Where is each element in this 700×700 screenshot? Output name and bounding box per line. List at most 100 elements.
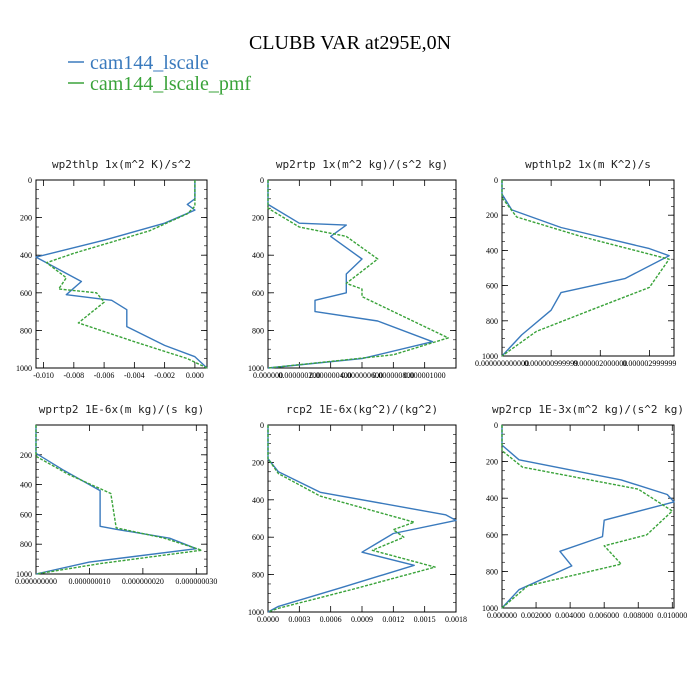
x-tick-label: 0.0000	[257, 615, 279, 624]
panel-title: rcp2 1E-6x(kg^2)/(kg^2)	[286, 403, 438, 416]
panel-1: wp2thlp 1x(m^2 K)/s^202004006008001000-0…	[16, 158, 208, 380]
panel-title: wpthlp2 1x(m K^2)/s	[525, 158, 651, 171]
x-tick-label: 0.0012	[382, 615, 404, 624]
x-tick-label: 0.0003	[288, 615, 310, 624]
x-tick-label: 0.000000999999	[524, 359, 578, 368]
y-tick-label: 1000	[16, 364, 32, 373]
legend: cam144_lscale cam144_lscale_pmf	[68, 52, 251, 95]
series-lscale-pmf	[267, 180, 449, 369]
series-lscale	[35, 425, 198, 575]
plot-frame	[267, 424, 457, 613]
series-lscale	[267, 180, 434, 369]
y-tick-label: 0	[494, 421, 498, 430]
panel-title: wp2rtp 1x(m^2 kg)/(s^2 kg)	[276, 158, 448, 171]
y-tick-label: 600	[486, 282, 498, 291]
legend-label-lscale: cam144_lscale	[90, 52, 209, 74]
y-tick-label: 0	[494, 176, 498, 185]
x-tick-label: 0.008000	[623, 611, 653, 620]
x-tick-label: 0.000000400	[310, 371, 352, 380]
y-tick-label: 400	[20, 481, 32, 490]
x-tick-label: 0.0015	[414, 615, 436, 624]
x-tick-label: -0.006	[94, 371, 115, 380]
y-tick-label: 400	[486, 246, 498, 255]
panel-6: wp2rcp 1E-3x(m^2 kg)/(s^2 kg) 0 200 400 600 8…	[482, 403, 687, 620]
panel-4: wprtp2 1E-6x(m kg)/(s kg) 200 400 600 800 100…	[15, 403, 217, 586]
x-tick-label: 0.000000030	[175, 577, 217, 586]
y-tick-label: 600	[252, 533, 264, 542]
x-tick-label: 0.000000010	[68, 577, 110, 586]
y-tick-label: 600	[20, 510, 32, 519]
figure-title: CLUBB VAR at295E,0N	[249, 32, 451, 54]
x-tick-label: -0.004	[124, 371, 145, 380]
x-tick-label: 0.004000	[555, 611, 585, 620]
series-lscale	[501, 425, 675, 609]
legend-label-lscale-pmf: cam144_lscale_pmf	[90, 73, 251, 95]
x-tick-label: 0.000000	[487, 611, 517, 620]
panel-title: wprtp2 1E-6x(m kg)/(s kg)	[39, 403, 205, 416]
x-tick-label: 0.000001000	[404, 371, 446, 380]
y-tick-label: 1000	[248, 608, 264, 617]
x-tick-label: 0.000002999999	[622, 359, 676, 368]
x-tick-label: 0.006000	[589, 611, 619, 620]
y-tick-label: 400	[252, 496, 264, 505]
y-tick-label: 0	[28, 176, 32, 185]
panel-title: wp2thlp 1x(m^2 K)/s^2	[52, 158, 191, 171]
y-tick-label: 200	[252, 214, 264, 223]
x-tick-label: 0.002000	[521, 611, 551, 620]
panel-2: wp2rtp 1x(m^2 kg)/(s^2 kg) 0 200 400 600 800 1…	[248, 158, 457, 380]
y-tick-label: 400	[486, 494, 498, 503]
y-tick-label: 1000	[482, 604, 498, 613]
y-tick-label: 600	[20, 289, 32, 298]
y-tick-label: 600	[486, 531, 498, 540]
y-tick-label: 200	[20, 451, 32, 460]
x-tick-label: -0.002	[154, 371, 175, 380]
series-lscale-pmf	[267, 425, 436, 613]
y-tick-label: 1000	[248, 364, 264, 373]
y-tick-label: 1000	[482, 352, 498, 361]
series-lscale-pmf	[501, 425, 673, 609]
y-tick-label: 200	[486, 211, 498, 220]
y-tick-label: 800	[252, 326, 264, 335]
y-tick-label: 600	[252, 289, 264, 298]
y-tick-label: 1000	[16, 570, 32, 579]
y-tick-label: 0	[260, 176, 264, 185]
x-tick-label: 0.000000	[253, 371, 283, 380]
plot-frame	[501, 424, 675, 609]
x-tick-label: 0.000000200	[278, 371, 320, 380]
series-lscale-pmf	[35, 425, 203, 575]
series-lscale	[267, 425, 457, 613]
series-lscale	[35, 180, 208, 369]
series-lscale-pmf	[45, 180, 208, 369]
x-tick-label: 0.0018	[445, 615, 467, 624]
series-lscale	[501, 180, 670, 357]
y-tick-label: 400	[20, 251, 32, 260]
x-tick-label: 0.0006	[320, 615, 342, 624]
y-tick-label: 800	[20, 540, 32, 549]
x-tick-label: 0.0009	[351, 615, 373, 624]
y-tick-label: 0	[260, 421, 264, 430]
x-tick-label: -0.008	[63, 371, 84, 380]
panel-title: wp2rcp 1E-3x(m^2 kg)/(s^2 kg)	[492, 403, 684, 416]
panel-3: wpthlp2 1x(m K^2)/s020040060080010000.00…	[475, 158, 676, 368]
y-tick-label: 800	[20, 326, 32, 335]
x-tick-label: 0.010000	[657, 611, 687, 620]
x-tick-label: -0.010	[33, 371, 54, 380]
x-tick-label: 0.000000000000	[475, 359, 529, 368]
x-tick-label: 0.000000600	[341, 371, 383, 380]
x-tick-label: 0.000000800	[372, 371, 414, 380]
x-tick-label: 0.000000000	[15, 577, 57, 586]
y-tick-label: 800	[486, 567, 498, 576]
series-lscale-pmf	[501, 180, 670, 357]
y-tick-label: 800	[252, 571, 264, 580]
panel-5: rcp2 1E-6x(kg^2)/(kg^2) 0 200 400 600 800 1000…	[248, 403, 467, 624]
x-tick-label: 0.000000020	[122, 577, 164, 586]
plot-frame	[35, 424, 208, 575]
y-tick-label: 200	[20, 214, 32, 223]
x-tick-label: 0.000002000000	[573, 359, 627, 368]
y-tick-label: 200	[486, 458, 498, 467]
y-tick-label: 800	[486, 317, 498, 326]
x-tick-label: 0.000	[186, 371, 204, 380]
y-tick-label: 400	[252, 251, 264, 260]
y-tick-label: 200	[252, 458, 264, 467]
